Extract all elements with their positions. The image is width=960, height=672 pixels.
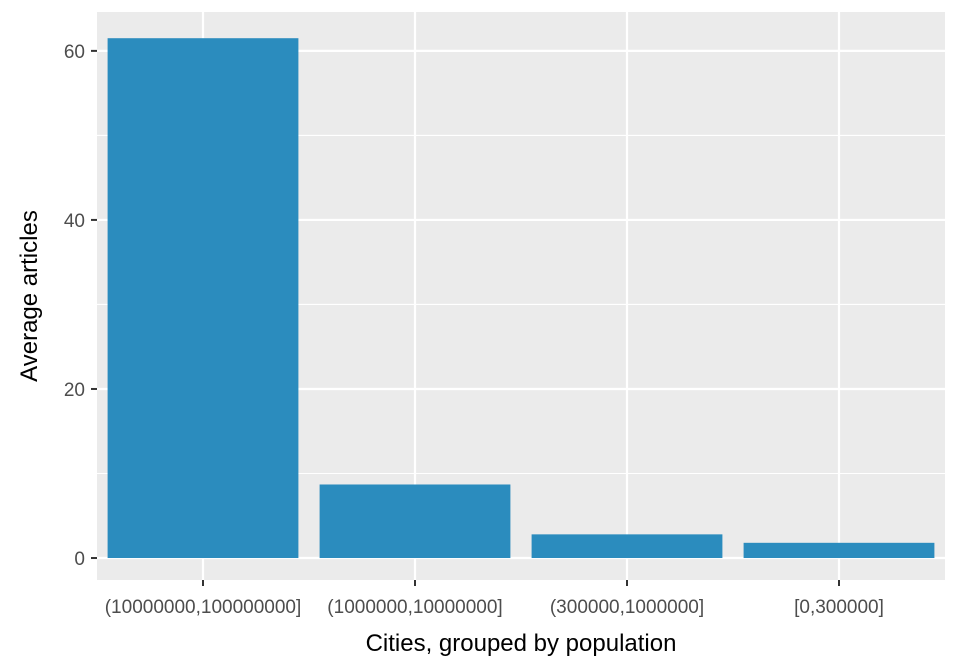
- x-tick-label: (300000,1000000]: [550, 597, 704, 618]
- x-axis: (10000000,100000000] (1000000,10000000] (3…: [105, 580, 884, 618]
- y-tick-label: 20: [64, 380, 85, 401]
- bar: [743, 542, 935, 559]
- y-tick-label: 0: [74, 549, 85, 570]
- x-tick-label: (1000000,10000000]: [327, 597, 502, 618]
- y-tick-label: 60: [64, 42, 85, 63]
- bar: [107, 38, 299, 559]
- x-tick-label: (10000000,100000000]: [105, 597, 302, 618]
- bar: [531, 534, 723, 559]
- x-tick-label: [0,300000]: [794, 597, 884, 618]
- y-axis-title: Average articles: [16, 210, 43, 382]
- bars: [107, 38, 935, 559]
- y-tick-label: 40: [64, 211, 85, 232]
- bar: [319, 484, 511, 559]
- x-axis-title: Cities, grouped by population: [366, 630, 677, 657]
- y-axis: 0 20 40 60: [64, 42, 97, 570]
